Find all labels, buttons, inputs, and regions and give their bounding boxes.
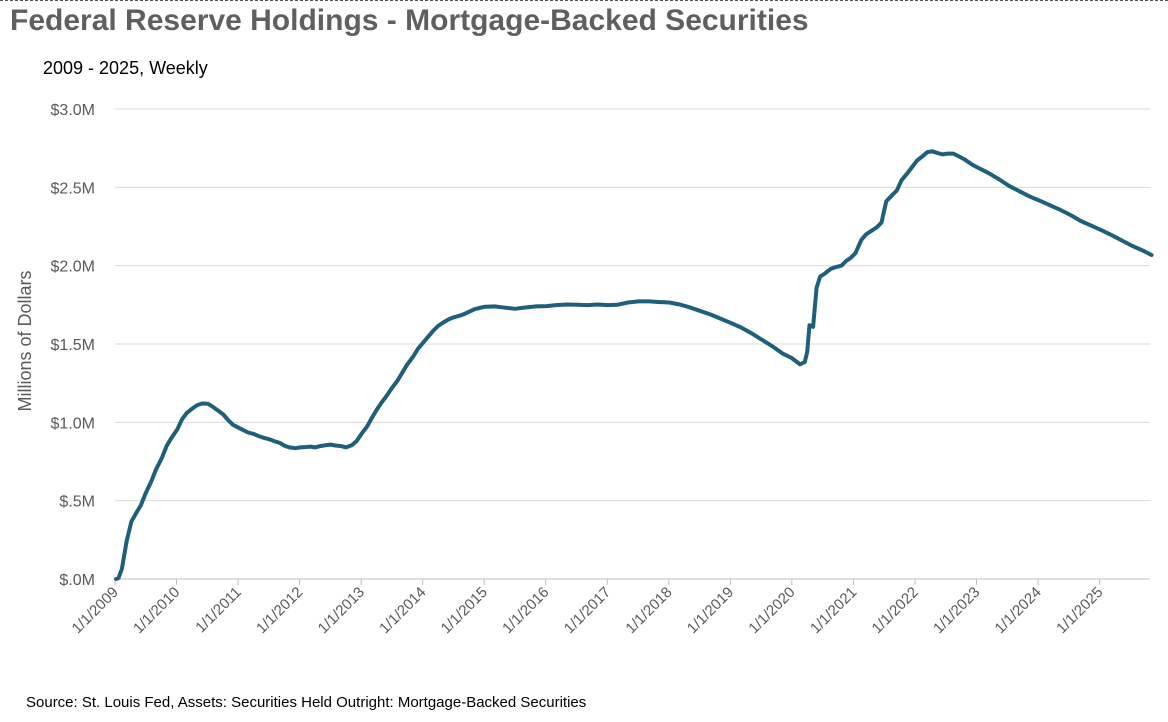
x-tick-label: 1/1/2023 bbox=[930, 584, 983, 637]
y-tick-label: $.0M bbox=[59, 572, 95, 589]
top-border bbox=[0, 0, 1168, 1]
x-tick-label: 1/1/2013 bbox=[315, 584, 368, 637]
y-tick-label: $2.5M bbox=[51, 180, 95, 197]
x-tick-label: 1/1/2025 bbox=[1053, 584, 1106, 637]
x-tick-label: 1/1/2017 bbox=[561, 584, 614, 637]
y-tick-label: $1.0M bbox=[51, 415, 95, 432]
x-axis-ticks: 1/1/2009 1/1/2010 1/1/2011 1/1/2012 1/1/2013… bbox=[69, 579, 1107, 637]
x-tick-label: 1/1/2021 bbox=[807, 584, 860, 637]
y-tick-label: $2.0M bbox=[51, 259, 95, 276]
x-tick-label: 1/1/2011 bbox=[192, 584, 245, 637]
source-note: Source: St. Louis Fed, Assets: Securitie… bbox=[26, 694, 587, 711]
x-tick-label: 1/1/2020 bbox=[745, 584, 798, 637]
chart-subtitle: 2009 - 2025, Weekly bbox=[43, 58, 208, 78]
chart-area: $.0M $.5M $1.0M $1.5M $2.0M $2.5M $3.0M 1/1/20… bbox=[15, 102, 1154, 637]
x-tick-label: 1/1/2016 bbox=[499, 584, 552, 637]
y-tick-label: $1.5M bbox=[51, 337, 95, 354]
x-tick-label: 1/1/2022 bbox=[869, 584, 922, 637]
y-tick-label: $3.0M bbox=[51, 102, 95, 119]
x-tick-label: 1/1/2012 bbox=[253, 584, 306, 637]
y-axis-title: Millions of Dollars bbox=[15, 270, 35, 411]
x-tick-label: 1/1/2014 bbox=[376, 584, 429, 637]
y-tick-label: $.5M bbox=[59, 494, 95, 511]
x-tick-label: 1/1/2009 bbox=[69, 584, 122, 637]
x-tick-label: 1/1/2019 bbox=[684, 584, 737, 637]
x-tick-label: 1/1/2024 bbox=[992, 584, 1045, 637]
x-tick-label: 1/1/2010 bbox=[130, 584, 183, 637]
gridlines bbox=[115, 108, 1150, 502]
series-line-mbs-holdings bbox=[114, 149, 1154, 581]
y-axis-ticks: $.0M $.5M $1.0M $1.5M $2.0M $2.5M $3.0M bbox=[51, 102, 95, 589]
x-tick-label: 1/1/2018 bbox=[622, 584, 675, 637]
x-tick-label: 1/1/2015 bbox=[438, 584, 491, 637]
chart-title: Federal Reserve Holdings - Mortgage-Back… bbox=[10, 4, 809, 37]
